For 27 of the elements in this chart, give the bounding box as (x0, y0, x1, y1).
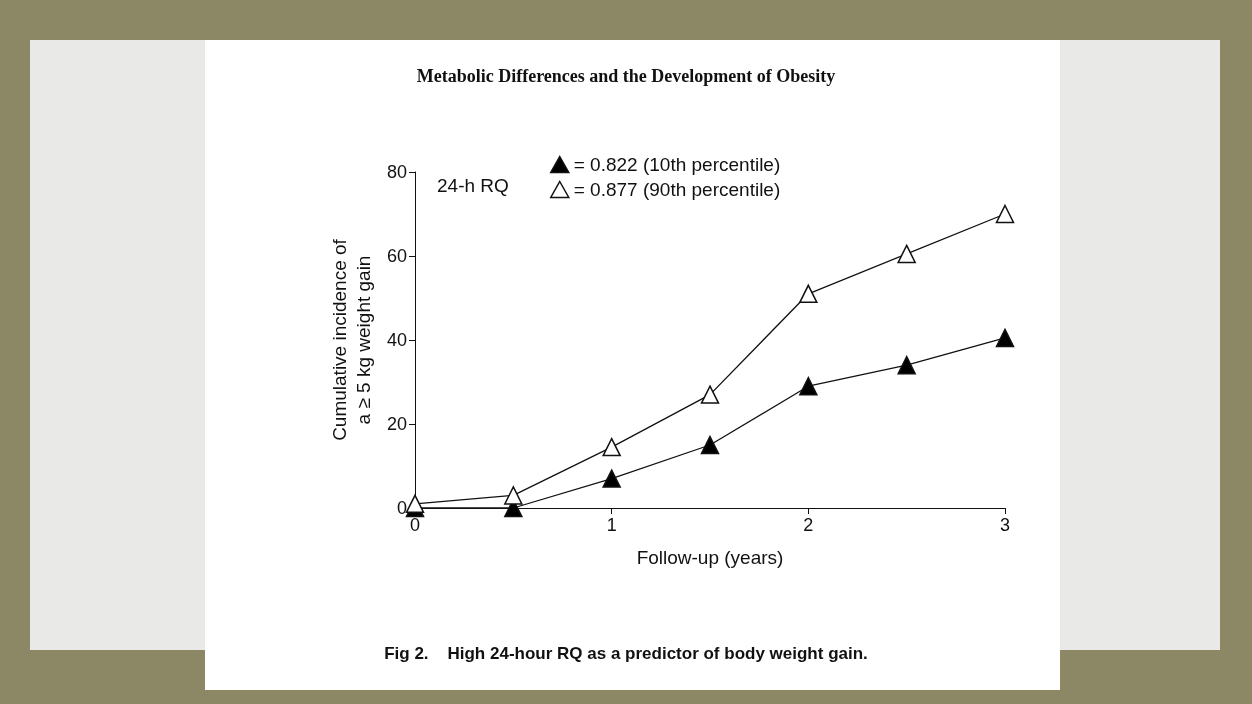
x-axis-title: Follow-up (years) (636, 547, 784, 568)
y-axis-title: Cumulative incidence of a ≥ 5 kg weight gain (328, 238, 374, 441)
point (897, 244, 916, 264)
y-tick-label: 0 (396, 498, 407, 518)
legend-label: = 0.877 (90th percentile) (573, 179, 781, 200)
legend-label: = 0.822 (10th percentile) (573, 154, 781, 175)
legend-title: 24-h RQ (437, 175, 509, 196)
point (799, 284, 818, 304)
x-tick-label: 2 (803, 515, 814, 535)
y-tick-label: 40 (386, 330, 407, 350)
point (602, 469, 621, 488)
y-tick-label: 20 (386, 414, 407, 434)
y-tick-label: 80 (386, 162, 407, 182)
point (995, 328, 1015, 348)
x-tick-label: 1 (606, 515, 617, 535)
point (995, 204, 1015, 224)
point (700, 385, 720, 404)
chart-title: Metabolic Differences and the Development of Obesity (416, 66, 836, 86)
y-tick-label: 60 (386, 246, 407, 266)
point (799, 376, 818, 396)
point (602, 437, 621, 457)
x-tick-label: 0 (409, 515, 421, 535)
x-tick-label: 3 (999, 515, 1011, 535)
point (897, 355, 916, 375)
point (700, 435, 720, 455)
point (504, 486, 523, 505)
caption: Fig 2. High 24-hour RQ as a predictor of body weight gain. (384, 644, 868, 663)
